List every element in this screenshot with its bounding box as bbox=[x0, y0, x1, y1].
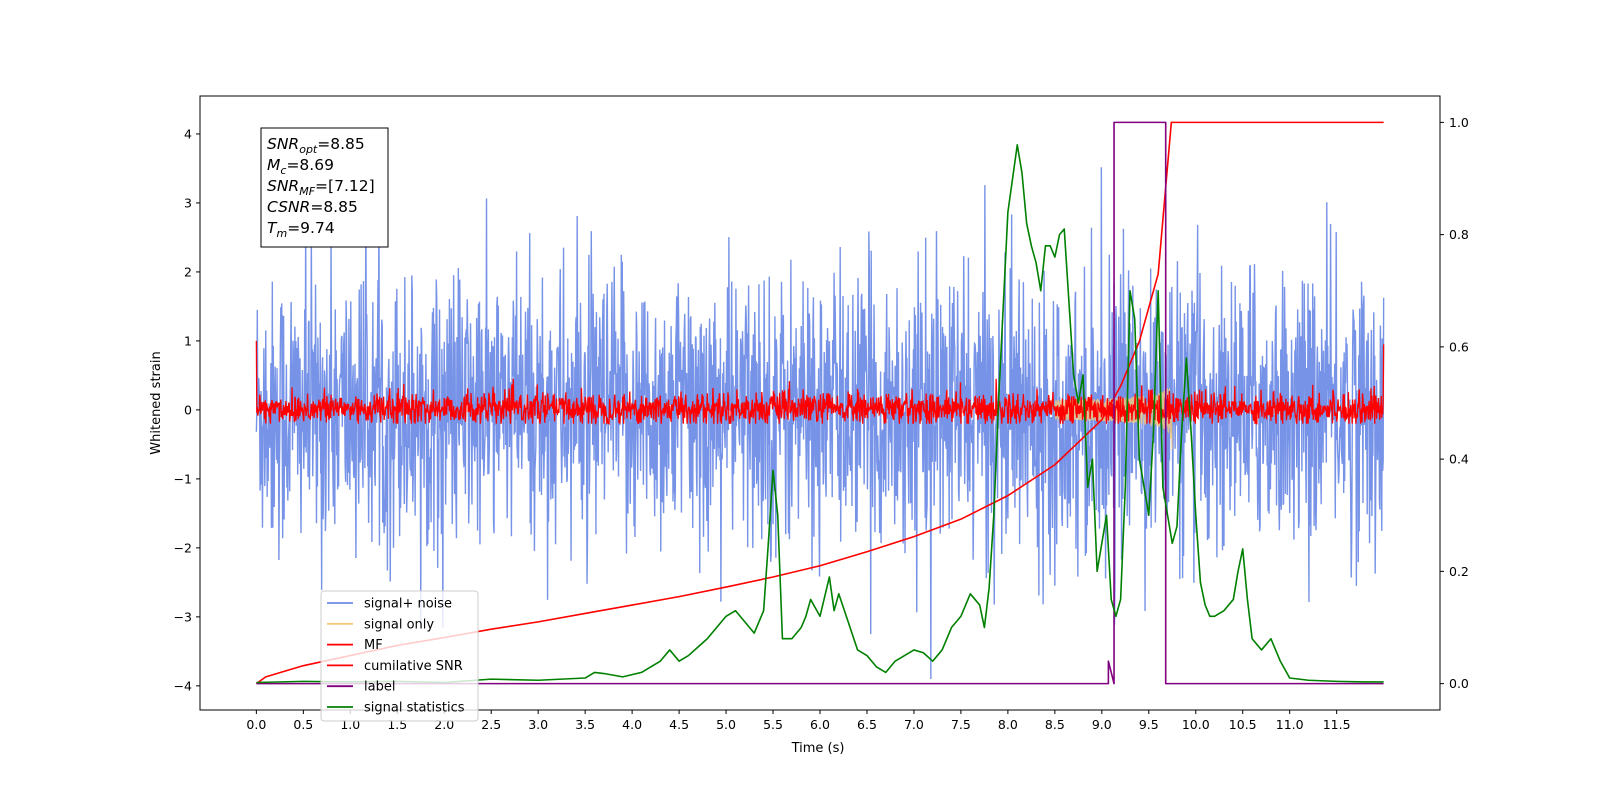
series-mf bbox=[255, 340, 1385, 426]
x-tick-label: 0.0 bbox=[246, 717, 266, 732]
legend-label: signal only bbox=[364, 617, 434, 632]
y-tick-label: 3 bbox=[184, 195, 192, 210]
x-tick-label: 4.0 bbox=[622, 717, 642, 732]
legend-label: signal+ noise bbox=[364, 597, 452, 612]
y-tick-label: −1 bbox=[174, 471, 192, 486]
legend-label: signal statistics bbox=[364, 701, 465, 716]
y-tick-label: 0 bbox=[184, 402, 192, 417]
series-signal-statistics bbox=[256, 144, 1384, 684]
annotation-line: CSNR=8.85 bbox=[267, 198, 358, 216]
legend-label: MF bbox=[364, 638, 383, 653]
y-axis-label: Whitened strain bbox=[149, 351, 164, 454]
annotation-line: Tm=9.74 bbox=[267, 219, 335, 240]
legend-label: label bbox=[364, 680, 395, 695]
y-tick-label: 1 bbox=[184, 333, 192, 348]
y2-tick-label: 0.0 bbox=[1449, 676, 1469, 691]
x-tick-label: 10.0 bbox=[1182, 717, 1210, 732]
annotation-line: Mc=8.69 bbox=[267, 156, 334, 177]
x-tick-label: 8.5 bbox=[1045, 717, 1065, 732]
x-tick-label: 7.0 bbox=[904, 717, 924, 732]
y2-tick-label: 0.4 bbox=[1449, 452, 1469, 467]
series-signal-plus-noise bbox=[255, 167, 1385, 679]
y-tick-label: −2 bbox=[174, 540, 192, 555]
x-tick-label: 10.5 bbox=[1229, 717, 1257, 732]
x-tick-label: 0.5 bbox=[293, 717, 313, 732]
x-tick-label: 5.0 bbox=[716, 717, 736, 732]
y-tick-label: 2 bbox=[184, 264, 192, 279]
y2-tick-label: 0.2 bbox=[1449, 564, 1469, 579]
y2-tick-label: 0.8 bbox=[1449, 227, 1469, 242]
x-tick-label: 6.5 bbox=[857, 717, 877, 732]
legend-frame bbox=[320, 590, 479, 722]
x-tick-label: 11.5 bbox=[1323, 717, 1351, 732]
legend: signal+ noise signal only MF cumilative SNR… bbox=[320, 590, 479, 722]
x-tick-label: 5.5 bbox=[763, 717, 783, 732]
x-tick-label: 6.0 bbox=[810, 717, 830, 732]
x-tick-label: 9.0 bbox=[1092, 717, 1112, 732]
y-tick-label: 4 bbox=[184, 126, 192, 141]
x-axis-label: Time (s) bbox=[791, 741, 845, 756]
x-tick-label: 3.0 bbox=[528, 717, 548, 732]
x-tick-label: 11.0 bbox=[1276, 717, 1304, 732]
x-tick-label: 2.5 bbox=[481, 717, 501, 732]
x-tick-label: 8.0 bbox=[998, 717, 1018, 732]
y2-tick-label: 1.0 bbox=[1449, 115, 1469, 130]
x-tick-label: 9.5 bbox=[1139, 717, 1159, 732]
annotation-frame bbox=[260, 127, 389, 248]
legend-label: cumilative SNR bbox=[364, 659, 463, 674]
x-tick-label: 7.5 bbox=[951, 717, 971, 732]
annotation-line: SNRMF=[7.12] bbox=[267, 177, 375, 198]
x-tick-label: 3.5 bbox=[575, 717, 595, 732]
y-tick-label: −3 bbox=[174, 609, 192, 624]
y2-tick-label: 0.6 bbox=[1449, 339, 1469, 354]
series-label bbox=[256, 121, 1384, 685]
y-tick-label: −4 bbox=[174, 678, 192, 693]
annotation-line: SNRopt=8.85 bbox=[267, 135, 365, 156]
x-tick-label: 4.5 bbox=[669, 717, 689, 732]
